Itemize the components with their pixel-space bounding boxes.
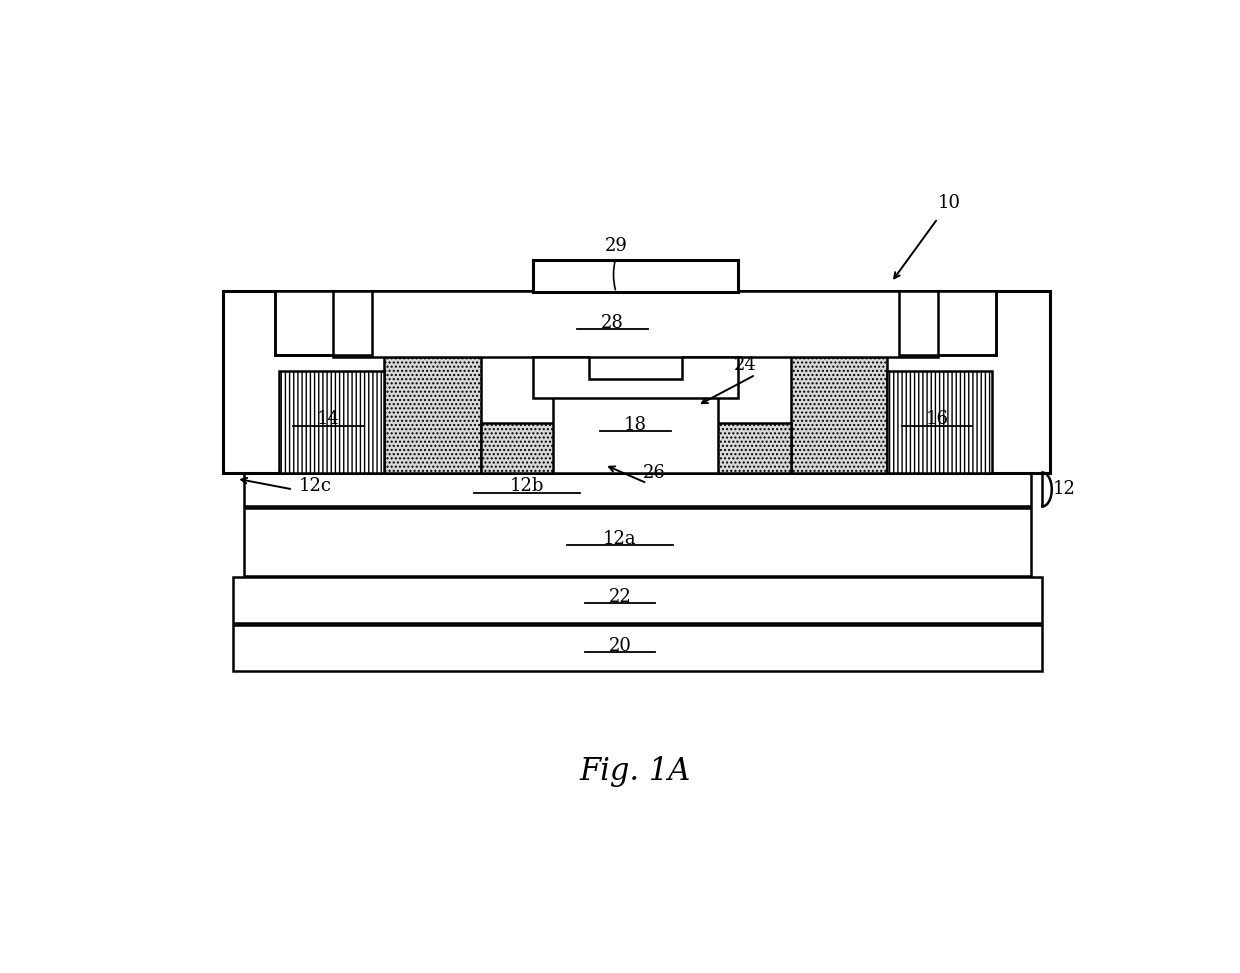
Bar bbox=[275, 291, 334, 355]
Text: 29: 29 bbox=[605, 237, 627, 255]
Bar bbox=[481, 423, 791, 473]
Polygon shape bbox=[223, 291, 1050, 473]
Bar bbox=[233, 577, 1043, 624]
Bar bbox=[275, 291, 372, 355]
Bar bbox=[899, 291, 996, 355]
Bar bbox=[533, 260, 738, 292]
Bar bbox=[244, 508, 1030, 576]
Bar bbox=[244, 473, 1030, 506]
Text: 12: 12 bbox=[1053, 480, 1075, 497]
Text: 16: 16 bbox=[925, 411, 949, 428]
Bar bbox=[383, 355, 481, 473]
Bar bbox=[233, 625, 1043, 671]
Bar bbox=[334, 291, 937, 357]
Bar bbox=[791, 355, 888, 473]
Text: 18: 18 bbox=[624, 415, 647, 434]
Text: 24: 24 bbox=[734, 356, 756, 374]
Bar bbox=[937, 291, 996, 355]
Text: 10: 10 bbox=[937, 194, 961, 212]
Text: Fig. 1A: Fig. 1A bbox=[580, 756, 691, 787]
Text: 22: 22 bbox=[609, 589, 631, 606]
Bar bbox=[279, 371, 383, 473]
Text: 20: 20 bbox=[609, 636, 631, 655]
Bar bbox=[553, 394, 718, 473]
Text: 12c: 12c bbox=[299, 478, 331, 495]
Text: 12b: 12b bbox=[510, 478, 544, 495]
Text: 12a: 12a bbox=[603, 529, 637, 548]
Text: 26: 26 bbox=[644, 463, 666, 482]
Bar bbox=[888, 371, 992, 473]
Text: 28: 28 bbox=[601, 314, 624, 332]
Polygon shape bbox=[533, 357, 738, 398]
Text: 14: 14 bbox=[317, 411, 340, 428]
